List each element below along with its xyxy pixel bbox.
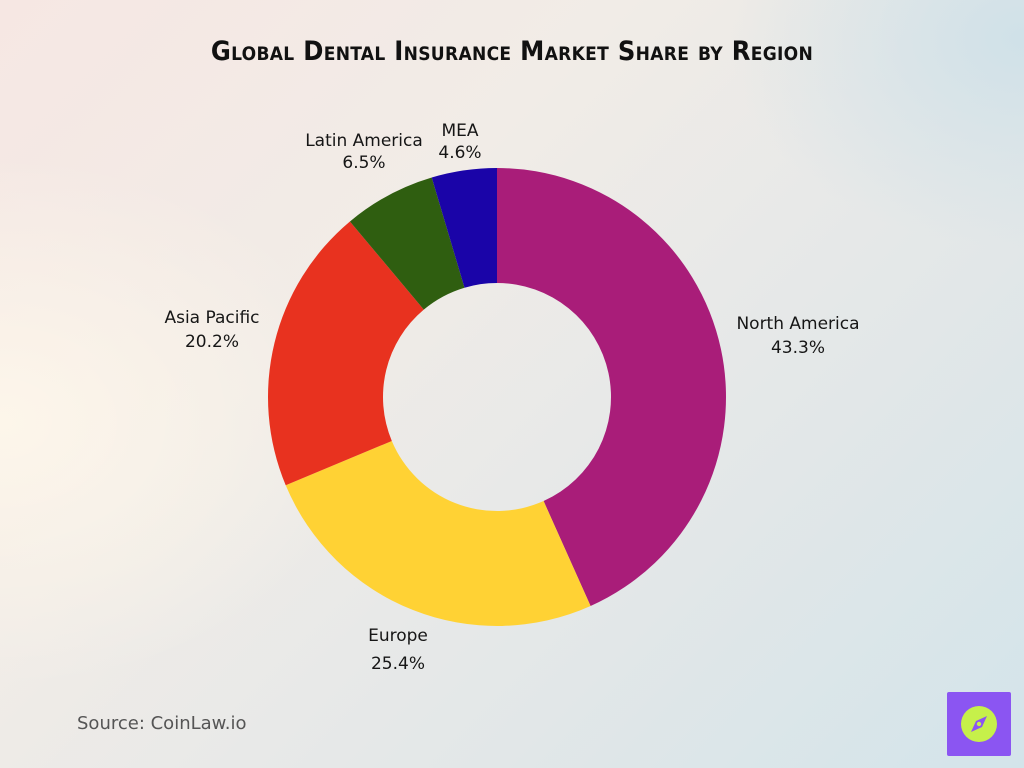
slice-latin-america [349, 177, 465, 310]
slice-label-value: 25.4% [371, 654, 425, 674]
slice-label-value: 6.5% [342, 153, 385, 173]
slice-europe [285, 440, 591, 626]
slice-label-category: North America [736, 314, 859, 334]
slice-label-value: 43.3% [771, 338, 825, 358]
slice-north-america [497, 168, 726, 607]
chart-title: Global Dental Insurance Market Share by … [210, 36, 814, 67]
source-note: Source: CoinLaw.io [77, 713, 247, 734]
slice-label-category: Asia Pacific [164, 308, 259, 328]
slice-asia-pacific [268, 221, 424, 486]
slice-label-category: MEA [441, 121, 478, 141]
slice-label-value: 4.6% [438, 143, 481, 163]
slice-label-value: 20.2% [185, 332, 239, 352]
slice-label-category: Latin America [305, 131, 423, 151]
slice-label-category: Europe [368, 626, 428, 646]
compass-logo-icon [947, 692, 1011, 756]
slice-mea [431, 168, 497, 288]
